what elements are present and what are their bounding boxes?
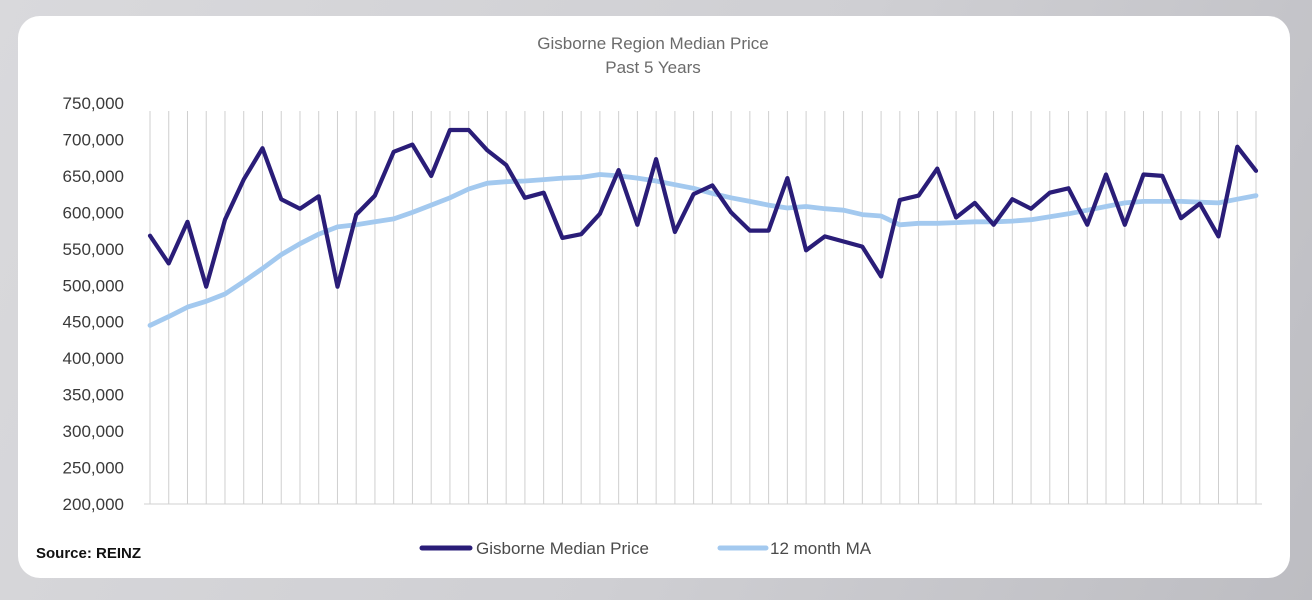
y-tick-label: 400,000 [63, 349, 124, 368]
y-axis-tick-labels: 200,000 250,000 300,000 350,000 400,000 450,0… [63, 94, 124, 514]
median-price-chart: Gisborne Region Median Price Past 5 Year… [36, 34, 1262, 562]
y-tick-label: 300,000 [63, 422, 124, 441]
y-tick-label: 550,000 [63, 240, 124, 259]
legend-label-12-month-ma: 12 month MA [770, 539, 872, 558]
series-line-median-price [147, 127, 1259, 289]
y-tick-label: 600,000 [63, 203, 124, 222]
y-tick-label: 250,000 [63, 459, 124, 478]
legend-label-median-price: Gisborne Median Price [476, 539, 649, 558]
y-tick-label: 350,000 [63, 386, 124, 405]
vertical-gridlines [144, 111, 1262, 505]
source-note: Source: REINZ [36, 545, 141, 562]
chart-subtitle: Past 5 Years [605, 58, 700, 77]
y-tick-label: 650,000 [63, 167, 124, 186]
chart-title: Gisborne Region Median Price [537, 34, 769, 53]
legend: Gisborne Median Price 12 month MA [419, 539, 872, 558]
y-tick-label: 200,000 [63, 495, 124, 514]
series-lines [147, 127, 1259, 328]
chart-card: Gisborne Region Median Price Past 5 Year… [18, 16, 1290, 578]
y-tick-label: 700,000 [63, 130, 124, 149]
y-tick-label: 500,000 [63, 276, 124, 295]
y-tick-label: 750,000 [63, 94, 124, 113]
y-tick-label: 450,000 [63, 313, 124, 332]
